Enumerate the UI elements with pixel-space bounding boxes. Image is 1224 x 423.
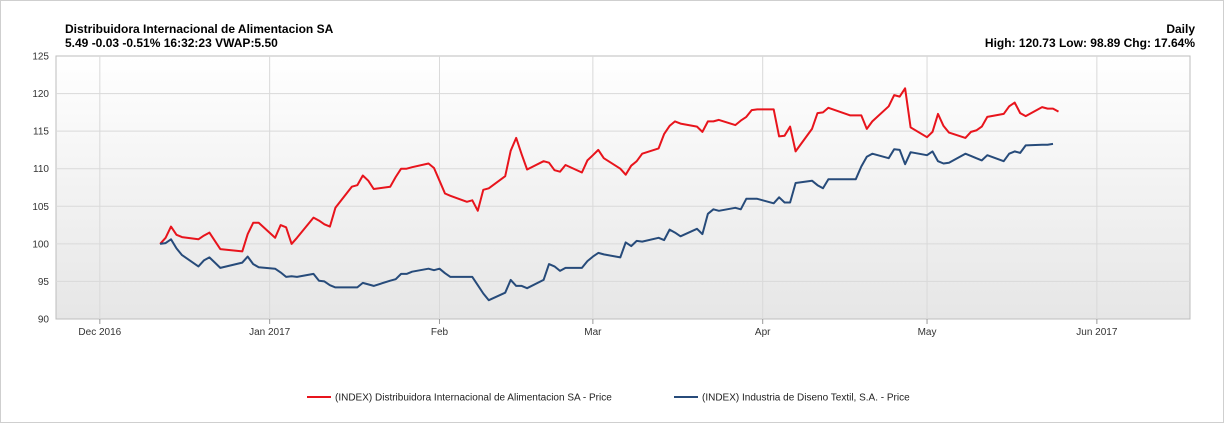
- stats-line: High: 120.73 Low: 98.89 Chg: 17.64%: [984, 36, 1195, 50]
- y-tick-label: 120: [32, 89, 49, 100]
- chart-title: Distribuidora Internacional de Alimentac…: [65, 22, 334, 36]
- y-tick-label: 115: [33, 127, 49, 138]
- y-tick-label: 125: [32, 52, 49, 63]
- y-tick-label: 90: [38, 315, 50, 326]
- x-tick-label: May: [918, 327, 937, 338]
- legend-label-2: (INDEX) Industria de Diseno Textil, S.A.…: [702, 393, 910, 404]
- x-tick-label: Dec 2016: [78, 327, 121, 338]
- y-tick-label: 105: [32, 202, 49, 213]
- x-tick-label: Mar: [584, 327, 602, 338]
- legend-label-1: (INDEX) Distribuidora Internacional de A…: [335, 393, 612, 404]
- x-tick-label: Jun 2017: [1076, 327, 1118, 338]
- x-tick-label: Apr: [755, 327, 771, 338]
- y-tick-label: 95: [38, 277, 50, 288]
- series-line-1: [159, 87, 1059, 253]
- series-line-2: [159, 142, 1054, 302]
- plot-area: [55, 55, 1191, 320]
- period-label: Daily: [1166, 22, 1195, 36]
- quote-line: 5.49 -0.03 -0.51% 16:32:23 VWAP:5.50: [65, 36, 278, 50]
- x-tick-label: Feb: [431, 327, 449, 338]
- y-tick-label: 110: [33, 164, 49, 175]
- y-tick-label: 100: [32, 239, 49, 250]
- x-tick-label: Jan 2017: [249, 327, 291, 338]
